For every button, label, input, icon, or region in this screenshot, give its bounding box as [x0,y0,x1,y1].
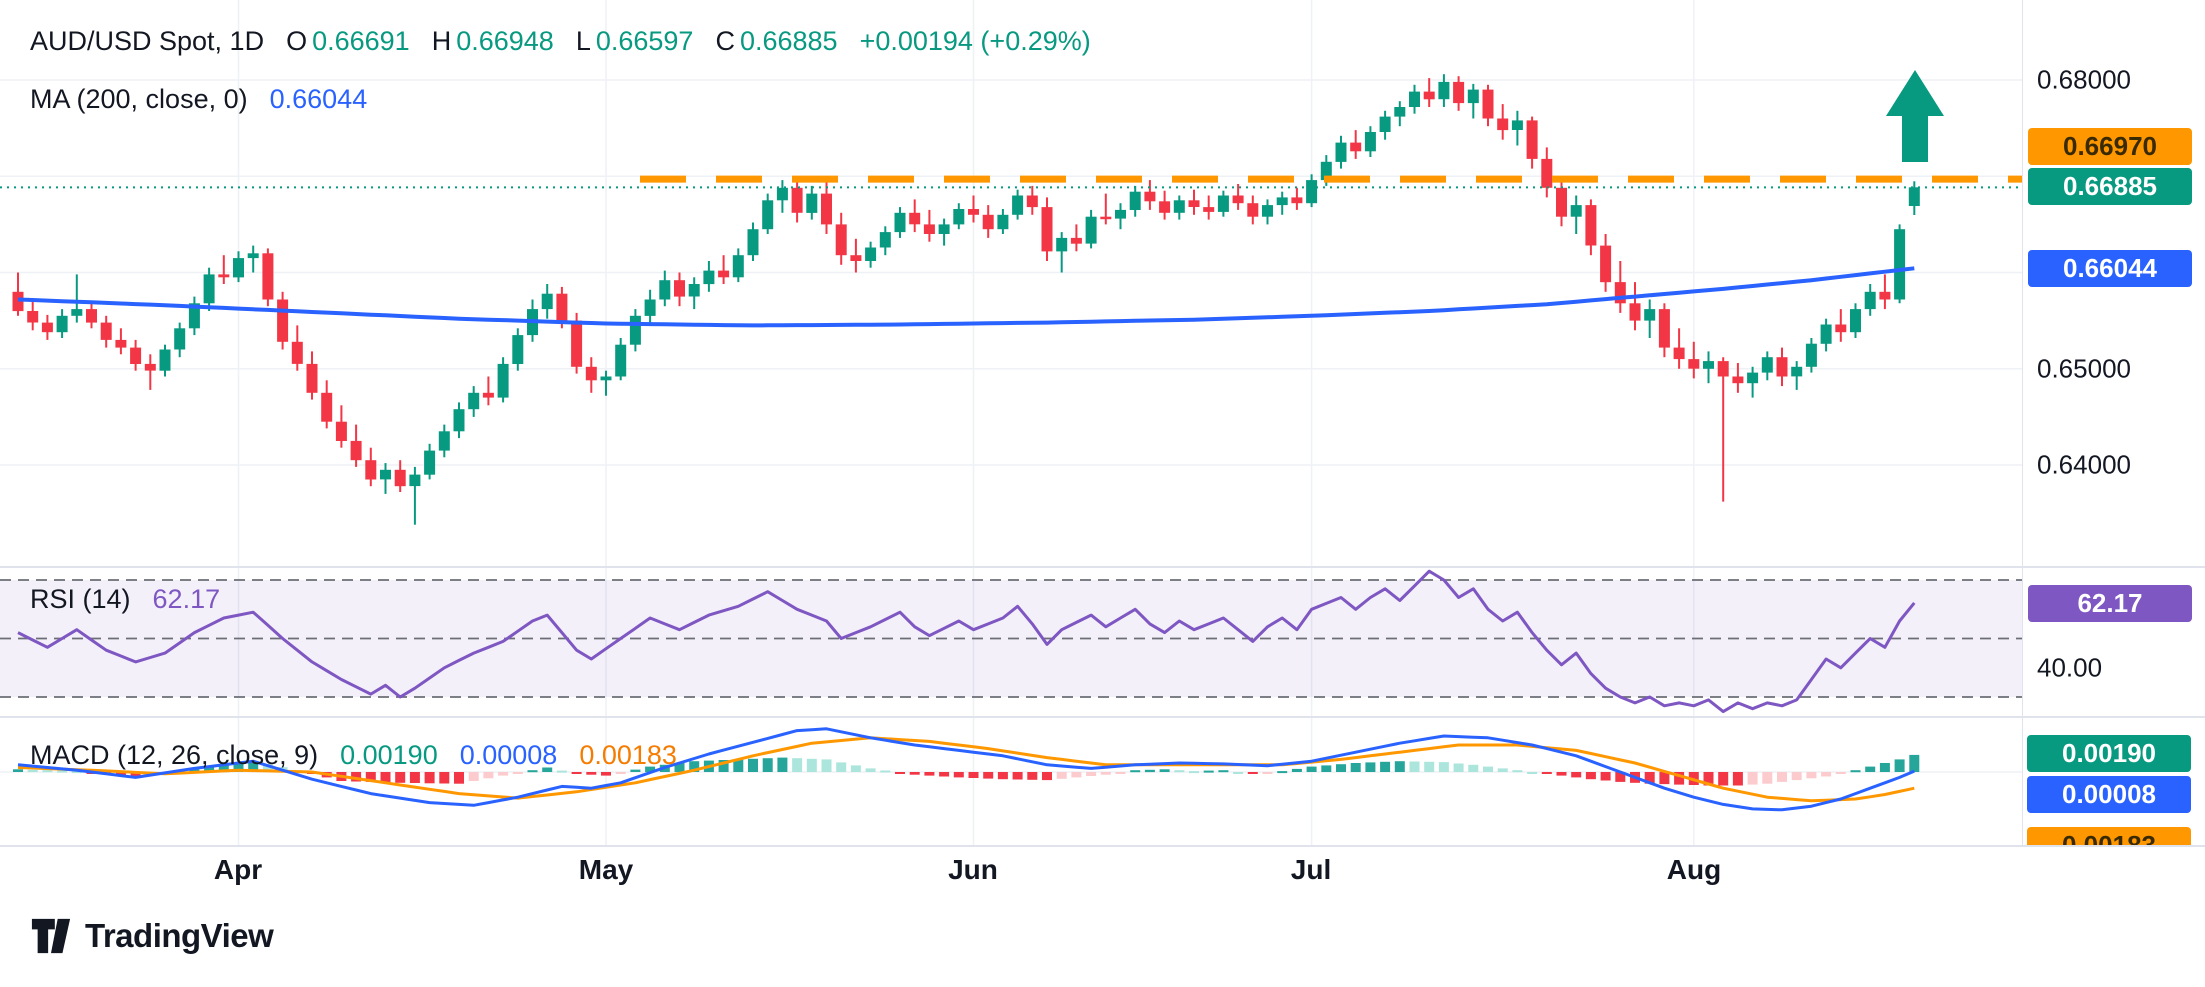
ma-indicator-value: 0.66044 [269,84,368,114]
time-label: Aug [1666,854,1722,885]
rsi-value-badge: 62.17 [2028,585,2192,622]
tradingview-logo[interactable]: TradingView [30,916,274,956]
macd-hist-badge: 0.00190 [2027,735,2191,772]
price-tick: 0.65000 [2037,353,2131,384]
ma-price-badge: 0.66044 [2028,250,2192,287]
ma-indicator-label: MA (200, close, 0) [30,84,248,114]
price-change: +0.00194 (+0.29%) [859,26,1091,56]
time-label: Jun [948,854,998,885]
last-price-badge: 0.66885 [2028,168,2192,205]
rsi-indicator-value: 62.17 [152,584,221,614]
macd-indicator-row[interactable]: MACD (12, 26, close, 9) 0.00190 0.00008 … [30,740,677,771]
symbol-title[interactable]: AUD/USD Spot, 1D [30,26,265,56]
ma-indicator-row[interactable]: MA (200, close, 0) 0.66044 [30,84,367,115]
rsi-indicator-row[interactable]: RSI (14) 62.17 [30,584,220,615]
ohlc-open: O 0.66691 [286,26,410,56]
time-label: Apr [213,854,263,885]
macd-line-badge: 0.00008 [2027,776,2191,813]
macd-signal-badge: 0.00183 [2027,827,2191,845]
tradingview-logo-text: TradingView [85,917,274,954]
price-scale[interactable]: 0.68000 0.65000 0.64000 0.66970 0.66885 … [2022,0,2205,846]
symbol-header: AUD/USD Spot, 1D O 0.66691 H 0.66948 L 0… [30,26,1091,57]
tradingview-logo-icon [31,918,71,954]
ohlc-high: H 0.66948 [431,26,554,56]
ohlc-close: C 0.66885 [715,26,838,56]
time-label: May [578,854,634,885]
resistance-price-badge: 0.66970 [2028,128,2192,165]
rsi-indicator-label: RSI (14) [30,584,131,614]
macd-scale[interactable]: 0.00190 0.00008 0.00183 [2022,717,2205,845]
price-tick: 0.68000 [2037,64,2131,95]
ohlc-low: L 0.66597 [575,26,694,56]
macd-signal-value: 0.00183 [579,740,677,770]
price-tick: 0.64000 [2037,449,2131,480]
time-label: Jul [1290,854,1332,885]
rsi-tick: 40.00 [2037,652,2103,683]
time-scale[interactable]: Apr May Jun Jul Aug [0,846,2022,906]
macd-hist-value: 0.00190 [340,740,438,770]
macd-indicator-label: MACD (12, 26, close, 9) [30,740,319,770]
macd-line-value: 0.00008 [459,740,558,770]
